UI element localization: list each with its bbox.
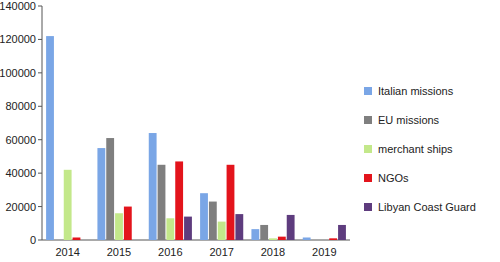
bar [235, 214, 243, 240]
bar [227, 165, 235, 240]
bar [303, 237, 311, 240]
y-tick [38, 106, 42, 107]
bar [73, 237, 81, 240]
bar [133, 240, 141, 241]
y-tick-label: 40000 [5, 167, 36, 179]
bar [81, 240, 89, 241]
y-tick-label: 0 [30, 234, 36, 246]
bar [329, 238, 337, 240]
y-tick [38, 240, 42, 241]
legend-label: EU missions [378, 114, 440, 126]
bar [106, 138, 114, 240]
legend-label: NGOs [378, 172, 409, 184]
legend-label: merchant ships [378, 143, 453, 155]
y-tick [38, 72, 42, 73]
x-tick-label: 2018 [261, 246, 285, 258]
y-axis [42, 6, 43, 240]
bar [338, 225, 346, 240]
x-tick-label: 2014 [55, 246, 79, 258]
y-tick-label: 60000 [5, 134, 36, 146]
y-tick [38, 173, 42, 174]
bar [218, 222, 226, 240]
y-tick-label: 80000 [5, 100, 36, 112]
bar [278, 237, 286, 240]
bar [209, 202, 217, 240]
x-tick-label: 2016 [158, 246, 182, 258]
legend-swatch [364, 174, 372, 182]
y-tick [38, 206, 42, 207]
bar [64, 170, 72, 240]
bar [269, 238, 277, 240]
y-tick [38, 39, 42, 40]
x-tick-label: 2017 [209, 246, 233, 258]
bar [184, 217, 192, 240]
bar [166, 218, 174, 240]
bar [312, 240, 320, 241]
y-tick [38, 139, 42, 140]
y-tick-label: 20000 [5, 201, 36, 213]
bar [260, 225, 268, 240]
x-tick-label: 2015 [107, 246, 131, 258]
bar [320, 240, 328, 241]
y-tick [38, 6, 42, 7]
chart-container: 0 20000 40000 60000 80000 100000 120000 140000 2… [0, 0, 500, 262]
bar [200, 193, 208, 240]
x-tick-label: 2019 [312, 246, 336, 258]
y-tick-label: 120000 [0, 33, 36, 45]
y-tick-label: 100000 [0, 67, 36, 79]
legend-swatch [364, 116, 372, 124]
bar [149, 133, 157, 240]
legend-swatch [364, 145, 372, 153]
bar [158, 165, 166, 240]
bar [115, 213, 123, 240]
bars [46, 36, 346, 240]
bar [46, 36, 54, 240]
bar [55, 240, 63, 241]
legend-swatch [364, 203, 372, 211]
bar [251, 229, 259, 240]
chart-svg: 0 20000 40000 60000 80000 100000 120000 140000 2… [0, 0, 500, 262]
bar [97, 148, 105, 240]
legend-label: Libyan Coast Guard [378, 201, 476, 213]
y-tick-label: 140000 [0, 0, 36, 12]
legend-swatch [364, 87, 372, 95]
bar [175, 161, 183, 240]
bar [124, 207, 132, 240]
bar [287, 215, 295, 240]
legend-label: Italian missions [378, 85, 454, 97]
